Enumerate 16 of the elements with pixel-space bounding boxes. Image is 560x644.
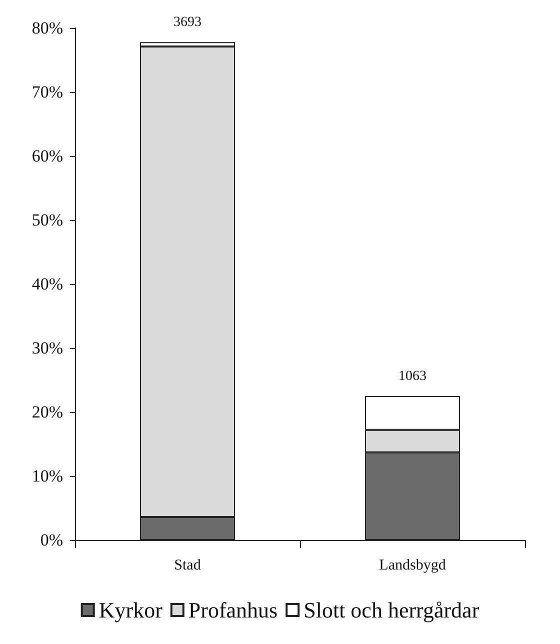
legend-label: Slott och herrgårdar [304,598,480,622]
y-tick-label: 50% [32,210,63,230]
y-tick-label: 80% [32,18,63,38]
legend-label: Profanhus [188,598,278,622]
legend-label: Kyrkor [98,598,164,622]
y-tick-label: 0% [40,530,63,550]
x-tick-label: Landsbygd [379,558,446,574]
annotation: 3693 [174,15,202,30]
y-tick-label: 70% [32,82,63,102]
y-tick-label: 20% [32,402,63,422]
y-tick-label: 10% [32,466,63,486]
y-tick-label: 60% [32,146,63,166]
y-tick-label: 40% [32,274,63,294]
x-tick-label: Stad [174,558,202,574]
annotation: 1063 [398,369,426,384]
y-tick-label: 30% [32,338,63,358]
